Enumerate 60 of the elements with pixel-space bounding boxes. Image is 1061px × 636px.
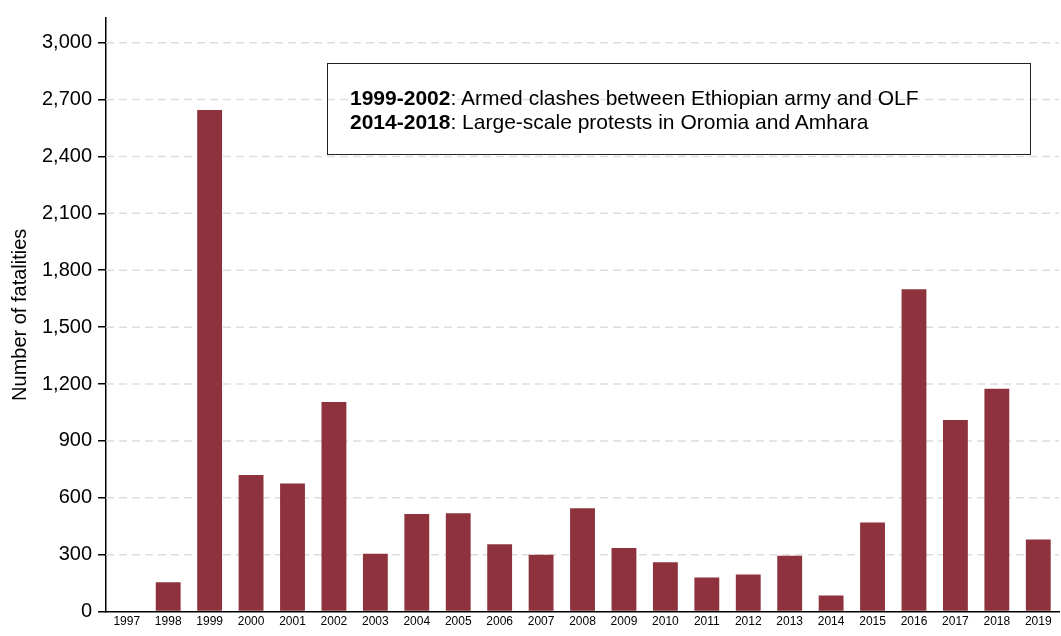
x-tick-label: 2017 (942, 614, 970, 629)
x-tick-label: 2013 (776, 614, 804, 629)
x-tick-label: 2019 (1024, 614, 1052, 629)
y-tick-label: 1,500 (41, 314, 93, 337)
y-tick-label: 1,200 (41, 371, 93, 394)
x-tick-label: 2011 (693, 614, 721, 629)
bar (321, 402, 347, 611)
bar (611, 548, 637, 611)
y-tick-label: 2,400 (41, 143, 93, 166)
bar (487, 544, 513, 611)
x-tick-label: 2006 (486, 614, 514, 629)
bar (570, 508, 595, 611)
y-axis-title: Number of fatalities (7, 228, 30, 401)
x-tick-label: 2014 (817, 614, 845, 629)
bar (197, 109, 223, 611)
y-tick-label: 0 (80, 599, 93, 622)
x-tick-label: 1999 (196, 614, 224, 629)
bar (777, 555, 803, 611)
bar (901, 289, 927, 611)
x-tick-label: 2001 (279, 614, 307, 629)
x-tick-label: 2000 (237, 614, 265, 629)
annotation: 2014-2018: Large-scale protests in Oromia and Amhara (350, 110, 870, 134)
bar (155, 582, 181, 611)
x-tick-label: 2008 (569, 614, 597, 629)
y-tick-label: 1,800 (41, 257, 93, 280)
x-tick-label: 2005 (444, 614, 472, 629)
bar (238, 475, 264, 611)
bar (860, 522, 885, 611)
bar (735, 574, 761, 611)
bar (1025, 539, 1051, 611)
bar (694, 577, 720, 611)
y-tick-label: 600 (58, 485, 93, 508)
annotation: 1999-2002: Armed clashes between Ethiopian army and OLF (350, 86, 920, 110)
x-tick-label: 1997 (113, 614, 141, 629)
y-tick-label: 900 (58, 428, 93, 451)
x-tick-label: 2003 (362, 614, 390, 629)
x-tick-label: 2018 (983, 614, 1011, 629)
bar (445, 513, 471, 611)
bar (280, 483, 305, 611)
x-tick-label: 2004 (403, 614, 431, 629)
bar (652, 562, 678, 611)
y-tick-label: 300 (58, 542, 93, 565)
x-tick-label: 2016 (900, 614, 928, 629)
bar (942, 420, 968, 611)
x-tick-label: 2002 (320, 614, 348, 629)
x-tick-label: 1998 (154, 614, 182, 629)
y-tick-label: 3,000 (41, 30, 93, 53)
bar (528, 554, 554, 611)
y-tick-label: 2,700 (41, 87, 93, 110)
x-tick-label: 2012 (734, 614, 762, 629)
x-tick-label: 2010 (652, 614, 680, 629)
text-box: 1999-2002: Armed clashes between Ethiopian army and OLF 2014-2018: Large-scale protests in Oromia and Amhara (327, 63, 1031, 155)
bar (362, 553, 388, 611)
y-tick-label: 2,100 (41, 200, 93, 223)
x-tick-label: 2007 (527, 614, 555, 629)
bar (818, 595, 844, 611)
bar (404, 513, 430, 611)
x-tick-label: 2009 (610, 614, 638, 629)
x-tick-label: 2015 (859, 614, 887, 629)
bar (984, 388, 1010, 611)
